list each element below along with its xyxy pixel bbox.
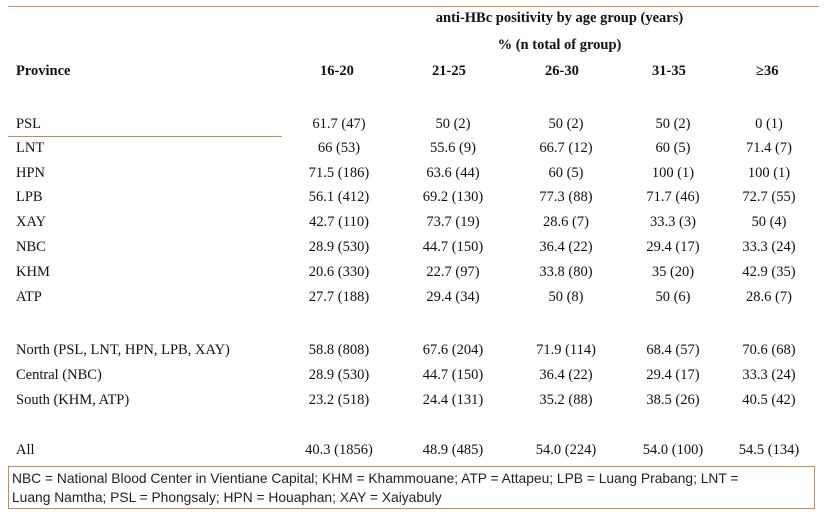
table-row: LNT 66 (53) 55.6 (9) 66.7 (12) 60 (5) 71.4 (7…: [0, 140, 826, 164]
value-cell: 40.5 (42): [742, 392, 796, 408]
province-cell: All: [16, 442, 35, 458]
value-cell: 54.0 (100): [642, 442, 704, 458]
value-cell: 50 (4): [751, 214, 787, 230]
value-cell: 71.7 (46): [646, 189, 700, 205]
value-cell: 60 (5): [548, 165, 584, 181]
province-cell: ATP: [16, 289, 42, 305]
province-cell: South (KHM, ATP): [16, 392, 130, 408]
value-cell: 33.8 (80): [539, 264, 593, 280]
value-cell: 72.7 (55): [742, 189, 796, 205]
footnote-line-2: Luang Namtha; PSL = Phongsaly; HPN = Hou…: [12, 490, 442, 505]
table-row: LPB 56.1 (412) 69.2 (130) 77.3 (88) 71.7 (46…: [0, 189, 826, 213]
value-cell: 56.1 (412): [308, 189, 370, 205]
value-cell: 27.7 (188): [308, 289, 370, 305]
province-column-header: Province: [16, 63, 71, 79]
value-cell: 66 (53): [317, 140, 361, 156]
table-row: HPN 71.5 (186) 63.6 (44) 60 (5) 100 (1) 100 (…: [0, 165, 826, 189]
value-cell: 0 (1): [755, 116, 783, 132]
value-cell: 44.7 (150): [422, 239, 484, 255]
value-cell: 28.9 (530): [308, 367, 370, 383]
table-row: South (KHM, ATP) 23.2 (518) 24.4 (131) 35.2…: [0, 392, 826, 416]
province-cell: XAY: [16, 214, 47, 230]
value-cell: 29.4 (17): [646, 367, 700, 383]
value-cell: 60 (5): [655, 140, 691, 156]
value-cell: 50 (2): [655, 116, 691, 132]
value-cell: 54.0 (224): [535, 442, 597, 458]
province-cell: Central (NBC): [16, 367, 102, 383]
table-row: North (PSL, LNT, HPN, LPB, XAY) 58.8 (808…: [0, 342, 826, 366]
value-cell: 58.8 (808): [308, 342, 370, 358]
province-cell: LNT: [16, 140, 45, 156]
value-cell: 55.6 (9): [430, 140, 476, 156]
value-cell: 71.5 (186): [308, 165, 370, 181]
top-rule: [8, 6, 819, 7]
value-cell: 63.6 (44): [426, 165, 480, 181]
value-cell: 29.4 (17): [646, 239, 700, 255]
table-row: XAY 42.7 (110) 73.7 (19) 28.6 (7) 33.3 (3) 50…: [0, 214, 826, 238]
psl-underline: [8, 136, 282, 137]
value-cell: 36.4 (22): [539, 239, 593, 255]
value-cell: 40.3 (1856): [305, 442, 373, 458]
value-cell: 69.2 (130): [422, 189, 484, 205]
value-cell: 100 (1): [651, 165, 695, 181]
value-cell: 48.9 (485): [422, 442, 484, 458]
value-cell: 73.7 (19): [426, 214, 480, 230]
province-cell: KHM: [16, 264, 50, 280]
footnote-box: NBC = National Blood Center in Vientiane…: [8, 466, 815, 509]
value-cell: 33.3 (3): [650, 214, 696, 230]
value-cell: 61.7 (47): [312, 116, 366, 132]
footnote-line-1: NBC = National Blood Center in Vientiane…: [12, 471, 739, 486]
province-cell: HPN: [16, 165, 46, 181]
value-cell: 20.6 (330): [308, 264, 370, 280]
value-cell: 50 (6): [655, 289, 691, 305]
value-cell: 28.6 (7): [543, 214, 589, 230]
value-cell: 70.6 (68): [742, 342, 796, 358]
value-cell: 77.3 (88): [539, 189, 593, 205]
value-cell: 50 (2): [435, 116, 471, 132]
value-cell: 68.4 (57): [646, 342, 700, 358]
province-cell: North (PSL, LNT, HPN, LPB, XAY): [16, 342, 230, 358]
province-cell: PSL: [16, 116, 41, 132]
column-header-21-25: 21-25: [432, 63, 466, 79]
column-header-16-20: 16-20: [320, 63, 354, 79]
value-cell: 66.7 (12): [539, 140, 593, 156]
value-cell: 42.9 (35): [742, 264, 796, 280]
value-cell: 71.9 (114): [536, 342, 596, 358]
value-cell: 44.7 (150): [422, 367, 484, 383]
value-cell: 36.4 (22): [539, 367, 593, 383]
value-cell: 54.5 (134): [738, 442, 800, 458]
value-cell: 35.2 (88): [539, 392, 593, 408]
table-subtitle: % (n total of group): [497, 37, 622, 53]
value-cell: 23.2 (518): [308, 392, 370, 408]
value-cell: 67.6 (204): [422, 342, 484, 358]
value-cell: 33.3 (24): [742, 367, 796, 383]
value-cell: 28.9 (530): [308, 239, 370, 255]
table-title: anti-HBc positivity by age group (years): [435, 10, 684, 26]
table-row: PSL 61.7 (47) 50 (2) 50 (2) 50 (2) 0 (1): [0, 116, 826, 140]
province-cell: NBC: [16, 239, 46, 255]
value-cell: 33.3 (24): [742, 239, 796, 255]
value-cell: 24.4 (131): [422, 392, 484, 408]
value-cell: 50 (8): [548, 289, 584, 305]
value-cell: 71.4 (7): [746, 140, 792, 156]
table-row: All 40.3 (1856) 48.9 (485) 54.0 (224) 54.0 (…: [0, 442, 826, 466]
value-cell: 50 (2): [548, 116, 584, 132]
value-cell: 100 (1): [747, 165, 791, 181]
table-row: NBC 28.9 (530) 44.7 (150) 36.4 (22) 29.4 (17…: [0, 239, 826, 263]
column-header-31-35: 31-35: [652, 63, 686, 79]
value-cell: 38.5 (26): [646, 392, 700, 408]
value-cell: 35 (20): [651, 264, 695, 280]
province-cell: LPB: [16, 189, 43, 205]
value-cell: 22.7 (97): [426, 264, 480, 280]
column-header-36-plus: ≥36: [756, 63, 779, 79]
value-cell: 28.6 (7): [746, 289, 792, 305]
value-cell: 29.4 (34): [426, 289, 480, 305]
table-row: Central (NBC) 28.9 (530) 44.7 (150) 36.4 (2…: [0, 367, 826, 391]
table-row: ATP 27.7 (188) 29.4 (34) 50 (8) 50 (6) 28.6 (…: [0, 289, 826, 313]
value-cell: 42.7 (110): [309, 214, 369, 230]
table-row: KHM 20.6 (330) 22.7 (97) 33.8 (80) 35 (20) 42…: [0, 264, 826, 288]
column-header-26-30: 26-30: [545, 63, 579, 79]
